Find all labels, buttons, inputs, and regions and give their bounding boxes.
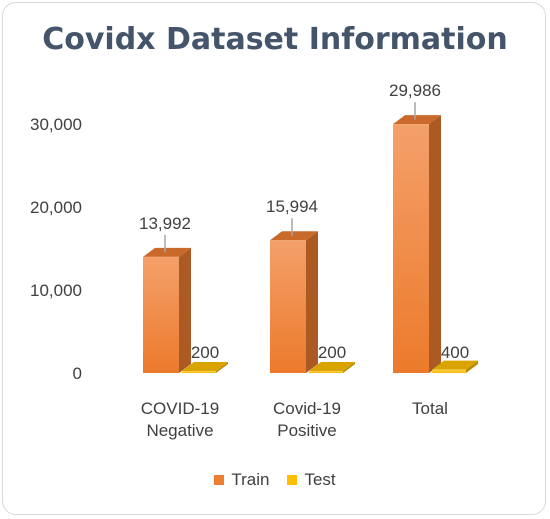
legend-swatch-test	[287, 475, 298, 485]
train-bar-front	[143, 256, 179, 373]
train-bar-top	[270, 231, 318, 241]
train-bar-side	[179, 247, 191, 373]
x-category-label: Covid-19 Positive	[273, 399, 341, 440]
legend-item-train: Train	[214, 470, 269, 490]
train-bar-front	[270, 240, 306, 373]
legend: Train Test	[0, 470, 550, 490]
test-data-label: 200	[318, 343, 346, 362]
train-bar-front	[393, 124, 429, 373]
test-bar-top	[182, 362, 228, 371]
chart-title: Covidx Dataset Information	[42, 22, 508, 57]
test-bar-side	[216, 362, 228, 373]
y-tick-label: 30,000	[30, 115, 82, 134]
train-data-label: 29,986	[389, 81, 441, 100]
x-category-label: Total	[412, 399, 448, 418]
test-bar	[309, 362, 355, 373]
y-tick-label: 20,000	[30, 198, 82, 217]
test-bar-side	[343, 362, 355, 373]
train-bar-top	[143, 247, 191, 257]
test-bar-front	[182, 371, 216, 373]
legend-label-train: Train	[231, 470, 270, 489]
x-category-label: COVID-19 Negative	[141, 399, 219, 440]
test-data-label: 200	[191, 343, 219, 362]
test-bar-top	[432, 360, 478, 370]
test-bar-front	[432, 369, 466, 373]
train-bar-top	[393, 115, 441, 125]
train-bar	[270, 231, 318, 373]
legend-label-test: Test	[304, 470, 336, 489]
test-bar-top	[309, 362, 355, 371]
test-bar	[432, 360, 478, 373]
train-data-label: 13,992	[139, 214, 191, 233]
train-bar-side	[429, 115, 441, 373]
train-data-label: 15,994	[266, 197, 318, 216]
y-tick-label: 0	[73, 364, 82, 383]
test-data-label: 400	[441, 343, 469, 362]
test-bar	[182, 362, 228, 373]
legend-item-test: Test	[287, 470, 336, 490]
y-tick-label: 10,000	[30, 281, 82, 300]
legend-swatch-train	[214, 475, 225, 485]
test-bar-front	[309, 371, 343, 373]
test-bar-side	[466, 360, 478, 373]
train-bar-side	[306, 231, 318, 373]
train-bar	[393, 115, 441, 373]
train-bar	[143, 247, 191, 373]
